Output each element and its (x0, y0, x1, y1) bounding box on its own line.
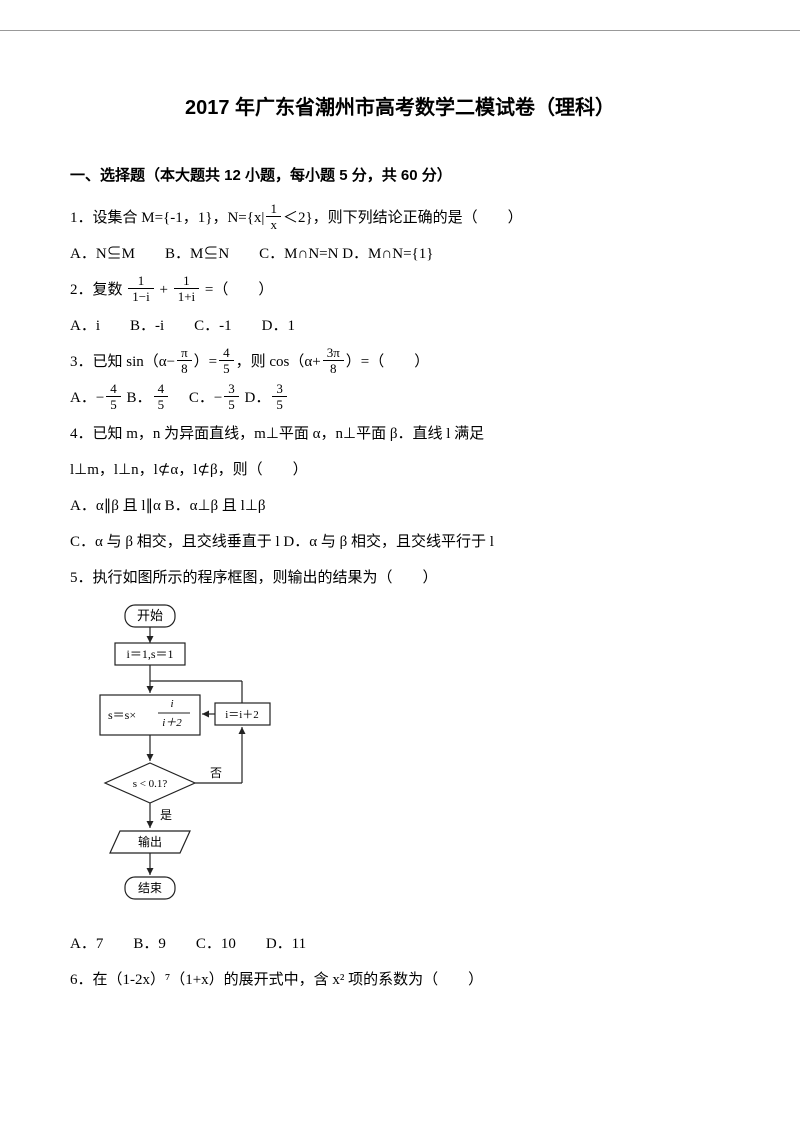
q1-frac: 1x (266, 202, 281, 231)
q1-options: A．N⊆M B．M⊆N C．M∩N=N D．M∩N={1} (70, 239, 730, 269)
q3-oC-pre: C．− (174, 390, 222, 406)
frac-num: 3 (272, 382, 287, 396)
flowchart: 开始 i＝1,s＝1 s＝s× i i＋2 i＝i＋2 s < 0.1? 否 (90, 603, 730, 913)
q3-a: 3．已知 sin（α− (70, 354, 175, 370)
q3-f1: π8 (177, 346, 192, 375)
q2-plus: + (159, 282, 167, 298)
q3-oA-pre: A．− (70, 390, 104, 406)
page-title: 2017 年广东省潮州市高考数学二模试卷（理科） (70, 91, 730, 120)
q1-stem-b: ＜2}，则下列结论正确的是（ ） (283, 210, 523, 226)
flow-inc: i＝i＋2 (225, 709, 259, 721)
section-heading: 一、选择题（本大题共 12 小题，每小题 5 分，共 60 分） (70, 164, 730, 185)
frac-den: 5 (224, 396, 239, 411)
frac-den: x (266, 216, 281, 231)
frac-num: 3π (323, 346, 344, 360)
flowchart-svg: 开始 i＝1,s＝1 s＝s× i i＋2 i＝i＋2 s < 0.1? 否 (90, 603, 290, 913)
frac-num: 1 (266, 202, 281, 216)
q3-oD-frac: 35 (272, 382, 287, 411)
question-4-l2: l⊥m，l⊥n，l⊄α，l⊄β，则（ ） (70, 455, 730, 485)
q1-stem-a: 1．设集合 M={-1，1}，N={x| (70, 210, 264, 226)
frac-num: 1 (128, 274, 153, 288)
q3-oB-pre: B． (127, 390, 152, 406)
question-4-l4: C．α 与 β 相交，且交线垂直于 l D．α 与 β 相交，且交线平行于 l (70, 527, 730, 557)
flow-end: 结束 (138, 881, 162, 895)
frac-den: 1−i (128, 288, 153, 303)
flow-yes: 是 (160, 808, 172, 822)
flow-assign-den: i＋2 (162, 717, 182, 729)
q2-frac1: 11−i (128, 274, 153, 303)
question-4-l1: 4．已知 m，n 为异面直线，m⊥平面 α，n⊥平面 β．直线 l 满足 (70, 419, 730, 449)
q3-oC-frac: 35 (224, 382, 239, 411)
q3-m1: ）= (194, 354, 217, 370)
q3-f2: 45 (219, 346, 234, 375)
frac-num: 4 (106, 382, 121, 396)
flow-init: i＝1,s＝1 (126, 647, 173, 661)
flow-cond: s < 0.1? (133, 778, 168, 790)
q3-b: ）=（ ） (346, 354, 429, 370)
frac-den: 8 (323, 360, 344, 375)
frac-den: 5 (154, 396, 169, 411)
question-2: 2．复数 11−i + 11+i =（ ） (70, 275, 730, 305)
q3-oB-frac: 45 (154, 382, 169, 411)
frac-den: 1+i (174, 288, 199, 303)
q3-options: A．−45 B．45 C．−35 D．35 (70, 383, 730, 413)
frac-num: π (177, 346, 192, 360)
frac-den: 5 (272, 396, 287, 411)
q3-f3: 3π8 (323, 346, 344, 375)
frac-den: 8 (177, 360, 192, 375)
flow-assign-num: i (170, 698, 173, 710)
q2-stem-b: =（ ） (205, 282, 273, 298)
flow-assign-pre: s＝s× (108, 708, 136, 722)
q2-frac2: 11+i (174, 274, 199, 303)
question-5: 5．执行如图所示的程序框图，则输出的结果为（ ） (70, 563, 730, 593)
flow-out: 输出 (138, 834, 162, 849)
flow-no: 否 (210, 766, 222, 780)
question-3: 3．已知 sin（α−π8）=45，则 cos（α+3π8）=（ ） (70, 347, 730, 377)
q3-oA-frac: 45 (106, 382, 121, 411)
frac-num: 4 (219, 346, 234, 360)
question-4-l3: A．α∥β 且 l∥α B．α⊥β 且 l⊥β (70, 491, 730, 521)
q3-m2: ，则 cos（α+ (236, 354, 321, 370)
frac-num: 3 (224, 382, 239, 396)
frac-den: 5 (219, 360, 234, 375)
frac-num: 4 (154, 382, 169, 396)
question-1: 1．设集合 M={-1，1}，N={x|1x＜2}，则下列结论正确的是（ ） (70, 203, 730, 233)
question-6: 6．在（1-2x）⁷（1+x）的展开式中，含 x² 项的系数为（ ） (70, 965, 730, 995)
q3-oD-pre: D． (245, 390, 271, 406)
frac-num: 1 (174, 274, 199, 288)
q2-stem-a: 2．复数 (70, 282, 123, 298)
q5-options: A．7 B．9 C．10 D．11 (70, 929, 730, 959)
flow-start: 开始 (137, 608, 163, 623)
q2-options: A．i B．-i C．-1 D．1 (70, 311, 730, 341)
frac-den: 5 (106, 396, 121, 411)
